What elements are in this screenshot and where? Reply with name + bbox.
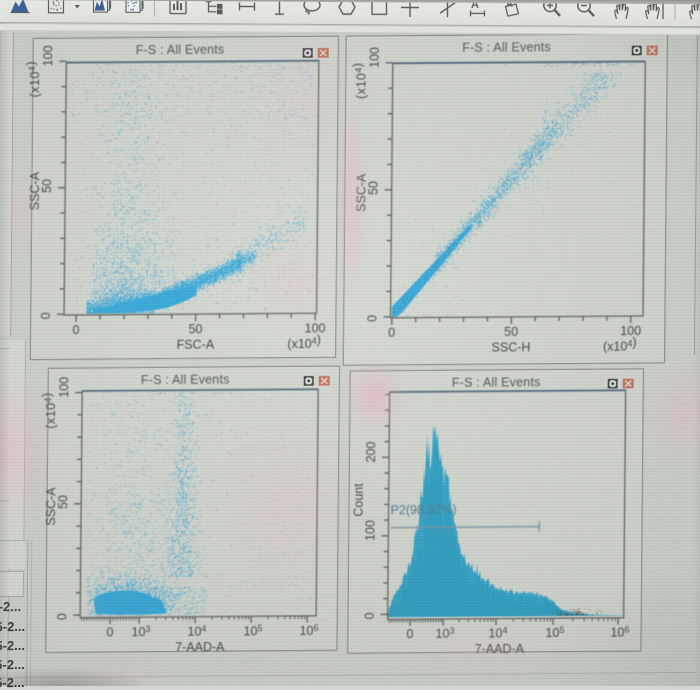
- svg-text:100: 100: [368, 47, 382, 68]
- svg-text:SSC-H: SSC-H: [492, 340, 531, 354]
- svg-text:0: 0: [365, 315, 379, 322]
- svg-text:103: 103: [435, 626, 454, 641]
- svg-text:105: 105: [243, 623, 262, 638]
- svg-text:50: 50: [40, 179, 54, 193]
- svg-text:(x104): (x104): [40, 392, 58, 429]
- svg-text:FSC-A: FSC-A: [177, 337, 215, 351]
- svg-text:50: 50: [504, 325, 518, 339]
- svg-text:0: 0: [72, 323, 79, 337]
- svg-text:104: 104: [187, 624, 206, 639]
- svg-text:0: 0: [406, 627, 413, 641]
- svg-text:SSC-A: SSC-A: [44, 487, 58, 526]
- svg-text:100: 100: [363, 520, 377, 541]
- svg-text:106: 106: [299, 623, 318, 638]
- svg-text:SSC-A: SSC-A: [28, 171, 42, 210]
- svg-text:(x104): (x104): [24, 61, 42, 98]
- svg-text:(x104): (x104): [603, 335, 637, 353]
- svg-text:SSC-A: SSC-A: [354, 173, 368, 212]
- svg-text:106: 106: [610, 625, 629, 640]
- svg-text:200: 200: [364, 441, 378, 462]
- svg-text:0: 0: [363, 612, 377, 619]
- svg-text:100: 100: [620, 324, 641, 338]
- svg-text:7-AAD-A: 7-AAD-A: [175, 640, 225, 654]
- svg-text:(x104): (x104): [350, 62, 368, 99]
- svg-text:100: 100: [41, 45, 55, 66]
- svg-text:0: 0: [55, 613, 69, 620]
- svg-text:104: 104: [488, 626, 507, 641]
- svg-text:100: 100: [57, 377, 71, 398]
- svg-text:100: 100: [305, 321, 326, 335]
- svg-text:50: 50: [367, 181, 381, 195]
- svg-text:Count: Count: [352, 483, 366, 517]
- svg-text:7-AAD-A: 7-AAD-A: [475, 642, 525, 656]
- svg-text:0: 0: [39, 312, 53, 319]
- svg-text:(x104): (x104): [287, 333, 321, 351]
- svg-text:103: 103: [131, 624, 150, 639]
- svg-text:50: 50: [56, 495, 70, 509]
- svg-text:P2(98.67%): P2(98.67%): [391, 503, 457, 517]
- svg-text:50: 50: [189, 322, 203, 336]
- svg-text:105: 105: [545, 625, 564, 640]
- svg-text:0: 0: [106, 625, 113, 639]
- svg-text:0: 0: [388, 326, 395, 340]
